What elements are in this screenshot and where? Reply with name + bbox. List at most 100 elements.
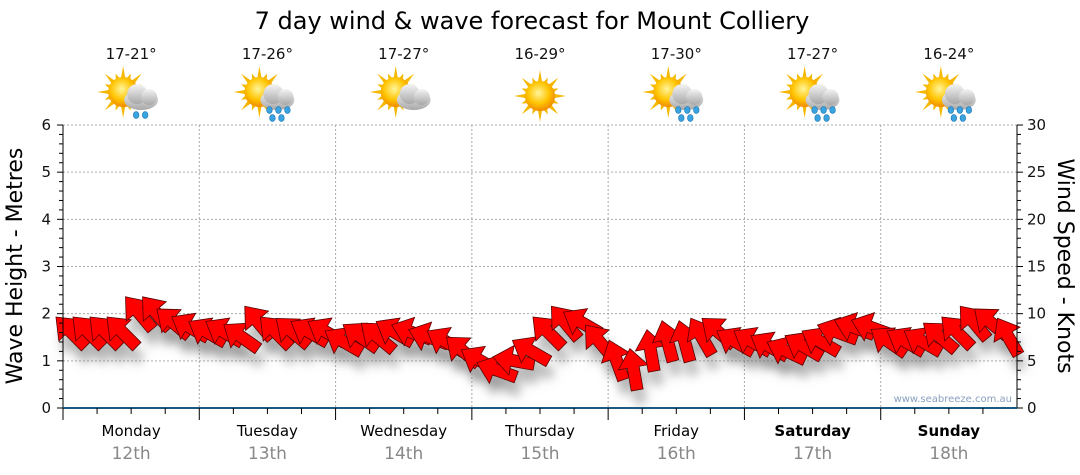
rain-drop-icon — [284, 106, 291, 114]
left-tick-label: 0 — [41, 399, 51, 417]
cloud — [805, 84, 840, 110]
right-tick-label: 30 — [1027, 116, 1046, 134]
cloud-part — [277, 89, 294, 105]
sun-ray — [666, 66, 671, 79]
sun-cloud-showers-icon — [778, 66, 840, 122]
sun-ray — [369, 89, 382, 95]
rain-drop-icon — [675, 106, 682, 114]
right-tick-label: 5 — [1027, 352, 1037, 370]
wind-arrow-shadow — [264, 330, 299, 365]
wind-arrow — [886, 326, 928, 358]
rain-drop-icon — [687, 114, 694, 122]
sun-ray — [393, 66, 398, 79]
cloud-part — [413, 89, 430, 105]
temperature-range: 17-27° — [378, 45, 429, 63]
sun-ray — [537, 109, 543, 122]
date-label: 14th — [384, 444, 423, 464]
sun-ray — [938, 105, 943, 118]
wind-arrow-shadow — [875, 341, 914, 373]
right-tick-label: 10 — [1027, 305, 1046, 323]
sun-cloud-showers-icon — [642, 66, 704, 122]
cloud-part — [141, 89, 158, 105]
sun-ray — [802, 66, 807, 79]
sun-ray — [131, 73, 142, 84]
temperature-range: 17-27° — [787, 45, 838, 63]
sun-ray — [553, 93, 566, 99]
sun-ray — [922, 100, 933, 111]
rain-drop-icon — [269, 114, 276, 122]
wind-arrow — [492, 344, 536, 376]
left-tick-label: 2 — [41, 305, 51, 323]
rain-drop-icon — [956, 106, 963, 114]
sun-ray — [649, 100, 660, 111]
day-label: Saturday — [774, 422, 851, 440]
sun-ray — [914, 89, 928, 95]
wind-arrow-shadow — [329, 341, 369, 372]
sun-ray — [241, 73, 252, 84]
date-label: 12th — [112, 444, 151, 464]
rain-drop-icon — [811, 106, 818, 114]
date-label: 15th — [520, 444, 559, 464]
right-axis-label: Wind Speed - Knots — [1052, 158, 1077, 373]
right-tick-label: 0 — [1027, 399, 1037, 417]
date-label: 18th — [929, 444, 968, 464]
cloud — [124, 84, 159, 110]
sun-ray — [537, 70, 543, 83]
sun-ray — [521, 77, 532, 88]
left-axis-label: Wave Height - Metres — [3, 148, 28, 385]
sun-ray — [922, 73, 933, 84]
wind-arrow-shadow — [945, 330, 980, 365]
rain-drop-icon — [133, 111, 140, 119]
rain-drop-icon — [275, 106, 282, 114]
sun-ray — [642, 89, 655, 95]
sun-cloud-showers-icon — [914, 66, 976, 122]
rain-drop-icon — [684, 106, 691, 114]
sun-ray — [938, 66, 943, 79]
sun-ray — [377, 73, 388, 84]
rain-drop-icon — [693, 106, 700, 114]
rain-drop-icon — [950, 114, 957, 122]
sun-ray — [514, 93, 527, 99]
sun-ray — [257, 66, 262, 79]
rain-drop-icon — [959, 114, 966, 122]
sun-ray — [676, 73, 687, 84]
temperature-range: 17-30° — [651, 45, 702, 63]
sun-ray — [393, 105, 398, 118]
left-tick-label: 6 — [41, 116, 51, 134]
sun-ray — [812, 73, 823, 84]
day-label: Wednesday — [360, 422, 447, 440]
rain-drop-icon — [278, 114, 285, 122]
sun-cloud-light-rain-icon — [97, 66, 159, 119]
left-tick-label: 4 — [41, 210, 51, 228]
wind-arrow-shadow — [59, 330, 94, 365]
sun-ray — [666, 105, 671, 118]
cloud — [396, 84, 431, 110]
sun-ray — [548, 77, 559, 88]
sun-ray — [649, 73, 660, 84]
rain-drop-icon — [820, 106, 827, 114]
sun-cloud-icon — [369, 66, 431, 118]
sun-ray — [949, 73, 960, 84]
day-label: Thursday — [504, 422, 575, 440]
cloud-part — [686, 89, 703, 105]
cloud — [941, 84, 976, 110]
date-label: 17th — [793, 444, 832, 464]
wind-arrow — [870, 327, 910, 359]
rain-drop-icon — [965, 106, 972, 114]
temperature-range: 17-26° — [242, 45, 293, 63]
sun-cloud-showers-icon — [233, 66, 295, 122]
wind-arrow — [188, 317, 229, 349]
cloud-part — [822, 89, 839, 105]
wind-arrow-shadow — [536, 330, 571, 365]
date-label: 13th — [248, 444, 287, 464]
wind-arrow — [106, 316, 142, 352]
wind-arrow — [716, 326, 757, 358]
sun-ray — [121, 66, 126, 79]
temperature-range: 16-29° — [514, 45, 565, 63]
sun-disc — [525, 81, 555, 111]
sun-ray — [121, 105, 126, 118]
sun-ray — [233, 89, 246, 95]
rain-drop-icon — [678, 114, 685, 122]
sun-ray — [548, 104, 559, 115]
